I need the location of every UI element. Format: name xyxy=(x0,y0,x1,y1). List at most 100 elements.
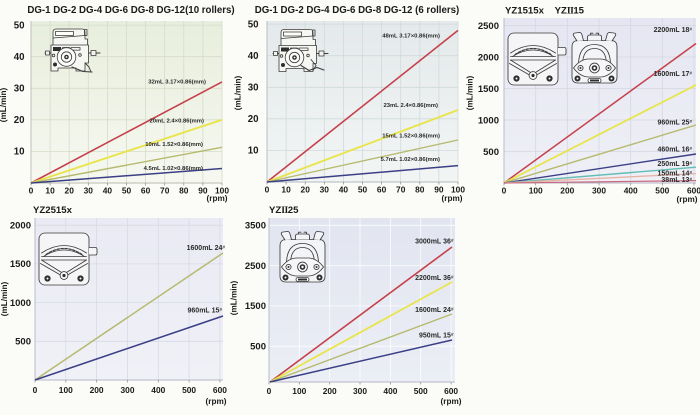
svg-text:0: 0 xyxy=(265,185,270,195)
svg-text:300: 300 xyxy=(353,386,367,396)
svg-text:1000: 1000 xyxy=(10,298,31,309)
svg-text:80: 80 xyxy=(179,186,189,196)
svg-text:2200mL 36#: 2200mL 36# xyxy=(415,275,454,283)
svg-text:YZ1515x YZII15: YZ1515x YZII15 xyxy=(505,6,585,17)
svg-text:950mL 15#: 950mL 15# xyxy=(419,332,454,340)
svg-text:90: 90 xyxy=(434,185,444,195)
svg-text:80: 80 xyxy=(415,185,425,195)
svg-text:48mL 3.17×0.86(mm): 48mL 3.17×0.86(mm) xyxy=(382,34,440,40)
svg-text:500: 500 xyxy=(250,342,266,353)
svg-text:960mL 15#: 960mL 15# xyxy=(188,307,223,315)
svg-text:300: 300 xyxy=(592,186,606,196)
svg-text:400: 400 xyxy=(151,385,165,395)
svg-text:100: 100 xyxy=(215,186,229,196)
svg-text:460mL 16#: 460mL 16# xyxy=(658,146,693,154)
svg-text:(mL/min): (mL/min) xyxy=(0,281,9,316)
svg-text:(mL/min): (mL/min) xyxy=(234,75,243,110)
svg-text:1500: 1500 xyxy=(478,84,499,95)
svg-text:2000: 2000 xyxy=(478,52,499,63)
svg-text:1500: 1500 xyxy=(10,259,31,270)
svg-text:50: 50 xyxy=(248,19,259,30)
svg-text:20mL 2.4×0.86(mm): 20mL 2.4×0.86(mm) xyxy=(149,119,204,125)
svg-text:YZ2515x: YZ2515x xyxy=(33,205,73,216)
svg-text:(rpm): (rpm) xyxy=(677,195,698,204)
svg-text:300: 300 xyxy=(121,385,135,395)
svg-text:40: 40 xyxy=(248,51,259,62)
svg-text:10: 10 xyxy=(248,146,259,157)
svg-text:250mL 19#: 250mL 19# xyxy=(658,161,693,169)
svg-text:500: 500 xyxy=(414,386,428,396)
svg-text:200: 200 xyxy=(90,385,104,395)
svg-text:500: 500 xyxy=(483,147,499,158)
svg-text:10: 10 xyxy=(281,185,291,195)
svg-text:(mL/min): (mL/min) xyxy=(0,87,8,122)
svg-text:60: 60 xyxy=(141,186,151,196)
svg-text:2500: 2500 xyxy=(245,261,266,272)
svg-text:20: 20 xyxy=(14,115,25,126)
svg-text:15mL 1.52×0.86(mm): 15mL 1.52×0.86(mm) xyxy=(382,134,440,140)
svg-text:90: 90 xyxy=(198,186,208,196)
svg-text:400: 400 xyxy=(383,386,397,396)
svg-text:20: 20 xyxy=(301,185,311,195)
svg-text:YZII25: YZII25 xyxy=(269,205,299,216)
svg-text:150mL 14#: 150mL 14# xyxy=(658,170,693,178)
svg-text:10: 10 xyxy=(45,186,55,196)
svg-text:960mL 25#: 960mL 25# xyxy=(658,119,693,127)
svg-text:DG-1 DG-2 DG-4 DG-6 DG-8 DG-12: DG-1 DG-2 DG-4 DG-6 DG-8 DG-12(10 roller… xyxy=(27,5,234,16)
svg-text:200: 200 xyxy=(323,386,337,396)
svg-text:10mL 1.52×0.86(mm): 10mL 1.52×0.86(mm) xyxy=(145,142,203,148)
svg-text:50: 50 xyxy=(14,20,25,31)
svg-text:1500: 1500 xyxy=(245,301,266,312)
svg-text:30: 30 xyxy=(320,185,330,195)
svg-text:0: 0 xyxy=(29,186,34,196)
svg-text:DG-1 DG-2 DG-4 DG-6 DG-8 DG-12: DG-1 DG-2 DG-4 DG-6 DG-8 DG-12 (6 roller… xyxy=(255,5,460,16)
svg-text:100: 100 xyxy=(292,386,306,396)
svg-text:1600mL 24#: 1600mL 24# xyxy=(415,307,454,315)
svg-text:38mL 13#: 38mL 13# xyxy=(661,177,692,185)
svg-text:600: 600 xyxy=(444,386,458,396)
svg-text:40: 40 xyxy=(103,186,113,196)
svg-text:1600mL 24#: 1600mL 24# xyxy=(187,245,226,253)
svg-text:30: 30 xyxy=(14,84,25,95)
svg-text:500: 500 xyxy=(655,186,669,196)
svg-text:20: 20 xyxy=(248,114,259,125)
svg-text:0: 0 xyxy=(33,385,38,395)
svg-text:30: 30 xyxy=(84,186,94,196)
svg-text:0: 0 xyxy=(502,186,507,196)
svg-text:70: 70 xyxy=(160,186,170,196)
svg-text:100: 100 xyxy=(529,186,543,196)
svg-text:1600mL 17#: 1600mL 17# xyxy=(654,71,693,79)
svg-text:500: 500 xyxy=(15,337,31,348)
svg-text:2200mL 18#: 2200mL 18# xyxy=(654,27,693,35)
svg-text:400: 400 xyxy=(624,186,638,196)
svg-text:4.5mL 1.02×0.86(mm): 4.5mL 1.02×0.86(mm) xyxy=(144,166,203,172)
svg-text:30: 30 xyxy=(248,83,259,94)
svg-text:(rpm): (rpm) xyxy=(207,194,228,203)
svg-text:600: 600 xyxy=(687,186,700,196)
svg-text:50: 50 xyxy=(358,185,368,195)
svg-text:600: 600 xyxy=(213,385,227,395)
svg-text:70: 70 xyxy=(396,185,406,195)
svg-text:5.7mL 1.02×0.86(mm): 5.7mL 1.02×0.86(mm) xyxy=(381,157,440,163)
svg-text:200: 200 xyxy=(560,186,574,196)
svg-text:2500: 2500 xyxy=(478,21,499,32)
svg-text:1000: 1000 xyxy=(478,115,499,126)
svg-text:10: 10 xyxy=(14,147,25,158)
svg-text:3500: 3500 xyxy=(245,221,266,232)
svg-text:40: 40 xyxy=(339,185,349,195)
svg-text:3000mL 36#: 3000mL 36# xyxy=(415,238,454,246)
svg-text:23mL 2.4×0.86(mm): 23mL 2.4×0.86(mm) xyxy=(383,103,438,109)
svg-text:40: 40 xyxy=(14,52,25,63)
svg-text:20: 20 xyxy=(65,186,75,196)
svg-text:(mL/min): (mL/min) xyxy=(466,75,475,110)
svg-text:60: 60 xyxy=(377,185,387,195)
svg-text:32mL 3.17×0.86(mm): 32mL 3.17×0.86(mm) xyxy=(148,80,206,86)
svg-text:500: 500 xyxy=(182,385,196,395)
svg-text:0: 0 xyxy=(267,386,272,396)
svg-text:100: 100 xyxy=(451,185,465,195)
svg-text:(rpm): (rpm) xyxy=(206,397,227,406)
svg-text:(rpm): (rpm) xyxy=(442,194,463,203)
svg-text:(mL/min): (mL/min) xyxy=(230,280,239,315)
svg-text:100: 100 xyxy=(59,385,73,395)
svg-text:2000: 2000 xyxy=(10,221,31,232)
